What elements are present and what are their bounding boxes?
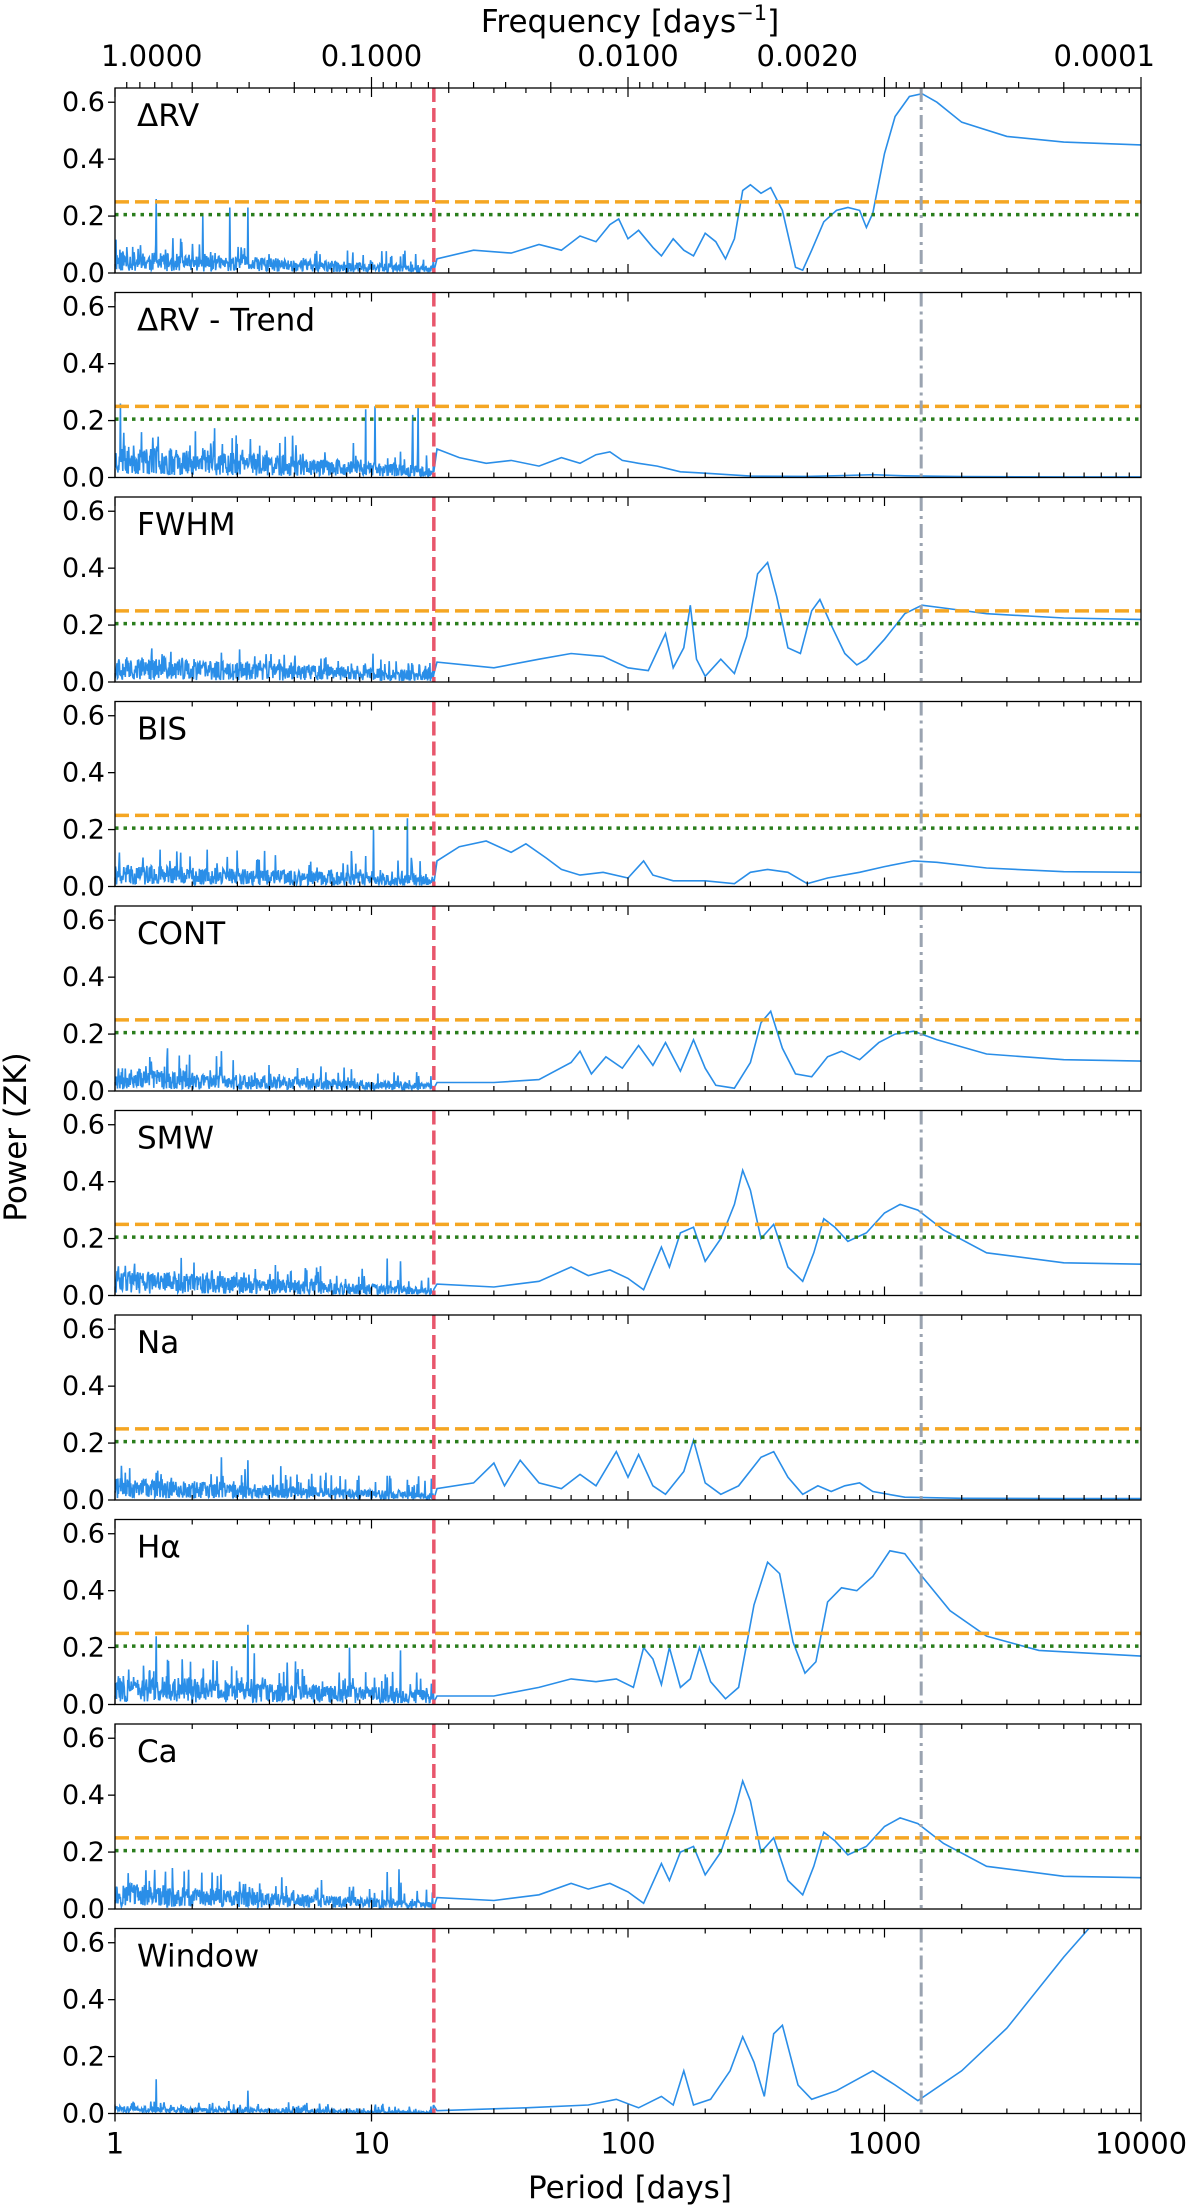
y-tick-label: 0.4 bbox=[62, 144, 105, 175]
period-tick-label: 10000 bbox=[1095, 2127, 1187, 2161]
y-axis-label: Power (ZK) bbox=[0, 1052, 34, 1221]
panel-label: SMW bbox=[137, 1121, 214, 1157]
y-tick-label: 0.2 bbox=[62, 1428, 105, 1459]
period-tick-label: 10 bbox=[353, 2127, 390, 2161]
y-tick-label: 0.0 bbox=[62, 463, 105, 494]
panel-6: 0.0 0.2 0.4 0.6 Na bbox=[62, 1314, 1142, 1516]
y-tick-label: 0.2 bbox=[62, 1019, 105, 1050]
y-tick-label: 0.2 bbox=[62, 1224, 105, 1255]
y-tick-label: 0.6 bbox=[62, 1314, 105, 1345]
top-axis-label-tail: ] bbox=[767, 4, 779, 40]
series-line bbox=[115, 1009, 1141, 1091]
panel-2: 0.0 0.2 0.4 0.6 FWHM bbox=[62, 496, 1142, 698]
y-tick-label: 0.6 bbox=[62, 292, 105, 323]
y-tick-label: 0.4 bbox=[62, 1780, 105, 1811]
series-line bbox=[115, 1437, 1141, 1500]
panel-label: FWHM bbox=[137, 507, 236, 543]
frequency-tick-label: 0.0100 bbox=[577, 39, 678, 73]
y-tick-label: 0.4 bbox=[62, 962, 105, 993]
panel-frame bbox=[114, 700, 1142, 888]
y-tick-label: 0.2 bbox=[62, 1837, 105, 1868]
y-tick-label: 0.0 bbox=[62, 1894, 105, 1925]
panel-label: Na bbox=[137, 1325, 179, 1361]
frequency-tick-label: 0.0020 bbox=[757, 39, 858, 73]
panel-8: 0.0 0.2 0.4 0.6 Ca bbox=[62, 1723, 1142, 1925]
panel-0: 0.0 0.2 0.4 0.6 ΔRV bbox=[62, 87, 1142, 289]
y-tick-label: 0.2 bbox=[62, 2042, 105, 2073]
series-line bbox=[115, 1167, 1141, 1296]
period-tick-label: 100 bbox=[600, 2127, 655, 2161]
y-tick-label: 0.6 bbox=[62, 1110, 105, 1141]
y-tick-label: 0.6 bbox=[62, 87, 105, 118]
y-tick-label: 0.0 bbox=[62, 1281, 105, 1312]
panel-label: Hα bbox=[137, 1530, 181, 1566]
y-tick-label: 0.0 bbox=[62, 258, 105, 289]
y-tick-label: 0.2 bbox=[62, 406, 105, 437]
period-tick-label: 1 bbox=[106, 2127, 124, 2161]
panel-label: ΔRV - Trend bbox=[137, 303, 315, 339]
series-line bbox=[115, 1928, 1090, 2114]
panel-label: Window bbox=[137, 1939, 259, 1975]
panel-frame bbox=[114, 1518, 1142, 1706]
panel-label: Ca bbox=[137, 1734, 178, 1770]
y-tick-label: 0.4 bbox=[62, 1167, 105, 1198]
y-tick-label: 0.4 bbox=[62, 1985, 105, 2016]
y-tick-label: 0.2 bbox=[62, 1633, 105, 1664]
period-tick-label: 1000 bbox=[848, 2127, 922, 2161]
y-tick-label: 0.2 bbox=[62, 201, 105, 232]
panel-frame bbox=[114, 905, 1142, 1092]
y-tick-label: 0.0 bbox=[62, 872, 105, 903]
y-tick-label: 0.0 bbox=[62, 667, 105, 698]
y-tick-label: 0.6 bbox=[62, 701, 105, 732]
x-axis-label: Period [days] bbox=[528, 2170, 732, 2206]
top-axis-label: Frequency [days−1] bbox=[481, 1, 779, 40]
y-tick-label: 0.6 bbox=[62, 496, 105, 527]
panel-frame bbox=[114, 1927, 1142, 2115]
y-tick-label: 0.6 bbox=[62, 905, 105, 936]
top-axis-label-text: Frequency [days bbox=[481, 4, 736, 40]
y-tick-label: 0.2 bbox=[62, 815, 105, 846]
panel-label: BIS bbox=[137, 712, 187, 748]
panel-frame bbox=[114, 1109, 1142, 1297]
top-frequency-axis: 1.0000 0.1000 0.0100 0.0020 0.0001 bbox=[101, 39, 1155, 88]
y-tick-label: 0.6 bbox=[62, 1723, 105, 1754]
panel-label: CONT bbox=[137, 916, 226, 952]
y-tick-label: 0.4 bbox=[62, 349, 105, 380]
panel-frame bbox=[114, 1314, 1142, 1501]
panel-frame bbox=[114, 1723, 1142, 1910]
panel-5: 0.0 0.2 0.4 0.6 SMW bbox=[62, 1109, 1142, 1312]
series-line bbox=[115, 1549, 1141, 1705]
y-tick-label: 0.0 bbox=[62, 2099, 105, 2130]
panel-frame bbox=[114, 87, 1142, 274]
y-tick-label: 0.6 bbox=[62, 1519, 105, 1550]
panel-3: 0.0 0.2 0.4 0.6 BIS bbox=[62, 700, 1142, 903]
y-tick-label: 0.4 bbox=[62, 553, 105, 584]
y-tick-label: 0.2 bbox=[62, 610, 105, 641]
y-tick-label: 0.4 bbox=[62, 1576, 105, 1607]
panel-7: 0.0 0.2 0.4 0.6 Hα bbox=[62, 1518, 1142, 1721]
frequency-tick-label: 0.0001 bbox=[1054, 39, 1155, 73]
panel-frame bbox=[114, 496, 1142, 683]
series-line bbox=[115, 92, 1141, 273]
series-line bbox=[115, 403, 1141, 478]
series-line bbox=[115, 818, 1141, 887]
y-tick-label: 0.6 bbox=[62, 1928, 105, 1959]
y-tick-label: 0.0 bbox=[62, 1690, 105, 1721]
y-tick-label: 0.4 bbox=[62, 758, 105, 789]
bottom-period-axis: 1 10 100 1000 10000 bbox=[106, 2113, 1187, 2161]
y-tick-label: 0.0 bbox=[62, 1076, 105, 1107]
panel-label: ΔRV bbox=[137, 98, 199, 134]
frequency-tick-label: 0.1000 bbox=[321, 39, 422, 73]
y-tick-label: 0.0 bbox=[62, 1485, 105, 1516]
series-line bbox=[115, 1778, 1141, 1909]
top-axis-label-exponent: −1 bbox=[736, 1, 767, 25]
y-tick-label: 0.4 bbox=[62, 1371, 105, 1402]
panel-1: 0.0 0.2 0.4 0.6 ΔRV - Trend bbox=[62, 292, 1142, 494]
frequency-tick-label: 1.0000 bbox=[101, 39, 202, 73]
panel-4: 0.0 0.2 0.4 0.6 CONT bbox=[62, 905, 1142, 1107]
series-line bbox=[115, 560, 1141, 682]
